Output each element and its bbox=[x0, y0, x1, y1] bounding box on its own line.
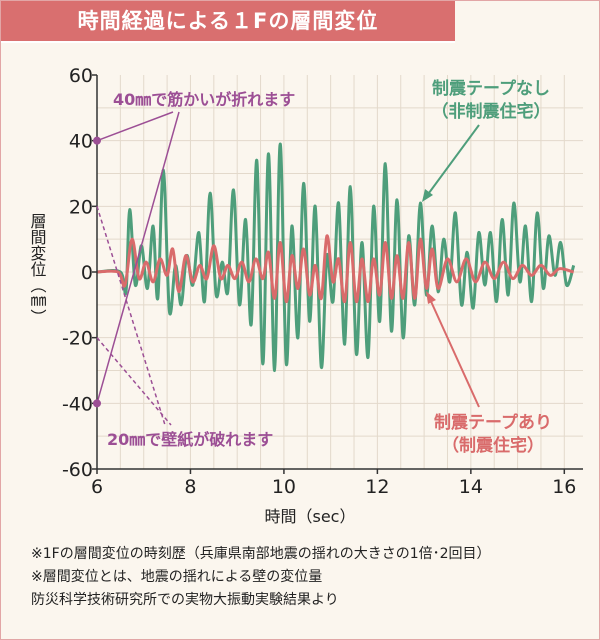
leader-with-tape-arrowhead bbox=[426, 291, 436, 304]
annotation-40mm: 40㎜で筋かいが折れます bbox=[113, 90, 295, 109]
figure-panel: 時間経過による１Fの層間変位 60 40 20 0 -20 -40 -60 6 8 10 12 14 1… bbox=[0, 0, 600, 640]
label-no-tape: 制震テープなし bbox=[432, 78, 550, 99]
axes: 60 40 20 0 -20 -40 -606 8 10 12 14 16 時間（sec） 層間変位（㎜） bbox=[28, 65, 584, 526]
label-with-tape: 制震テープあり bbox=[434, 412, 552, 433]
y-tick-label: 60 bbox=[69, 65, 93, 87]
chart-area: 60 40 20 0 -20 -40 -606 8 10 12 14 16 時間（sec） 層間変位（㎜）… bbox=[1, 1, 600, 541]
x-tick-label: 12 bbox=[365, 476, 389, 498]
x-tick-label: 14 bbox=[459, 476, 483, 498]
y-tick-label: -20 bbox=[62, 328, 93, 350]
x-tick-label: 6 bbox=[91, 476, 103, 498]
y-axis-label: 層間変位（㎜） bbox=[28, 213, 47, 325]
label-no-tape-sub: （非制震住宅） bbox=[432, 101, 551, 122]
footnote-1: ※1Fの層間変位の時刻歴（兵庫県南部地震の揺れの大きさの1倍･2回目） bbox=[31, 543, 591, 566]
leader-40-upper bbox=[97, 112, 173, 141]
leader-20-lower bbox=[97, 338, 171, 425]
y-tick-label: 40 bbox=[69, 131, 93, 153]
x-tick-label: 10 bbox=[272, 476, 296, 498]
leader-with-tape bbox=[429, 297, 479, 407]
annotation-20mm: 20㎜で壁紙が破れます bbox=[107, 430, 273, 449]
y-tick-label: -60 bbox=[62, 459, 93, 481]
y-tick-label: 0 bbox=[81, 262, 93, 284]
x-axis-label: 時間（sec） bbox=[265, 507, 356, 526]
footnote-3: 防災科学技術研究所での実物大振動実験結果より bbox=[31, 589, 591, 612]
label-with-tape-sub: （制震住宅） bbox=[442, 435, 544, 456]
series-line-no-tape bbox=[97, 144, 574, 371]
footnotes: ※1Fの層間変位の時刻歴（兵庫県南部地震の揺れの大きさの1倍･2回目） ※層間変… bbox=[31, 543, 591, 612]
y-tick-label: 20 bbox=[69, 196, 93, 218]
footnote-2: ※層間変位とは、地震の揺れによる壁の変位量 bbox=[31, 566, 591, 589]
series-layer bbox=[97, 144, 574, 371]
x-tick-label: 8 bbox=[184, 476, 196, 498]
x-tick-label: 16 bbox=[552, 476, 576, 498]
y-tick-label: -40 bbox=[62, 393, 93, 415]
